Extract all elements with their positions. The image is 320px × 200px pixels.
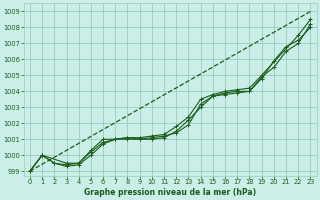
X-axis label: Graphe pression niveau de la mer (hPa): Graphe pression niveau de la mer (hPa): [84, 188, 256, 197]
